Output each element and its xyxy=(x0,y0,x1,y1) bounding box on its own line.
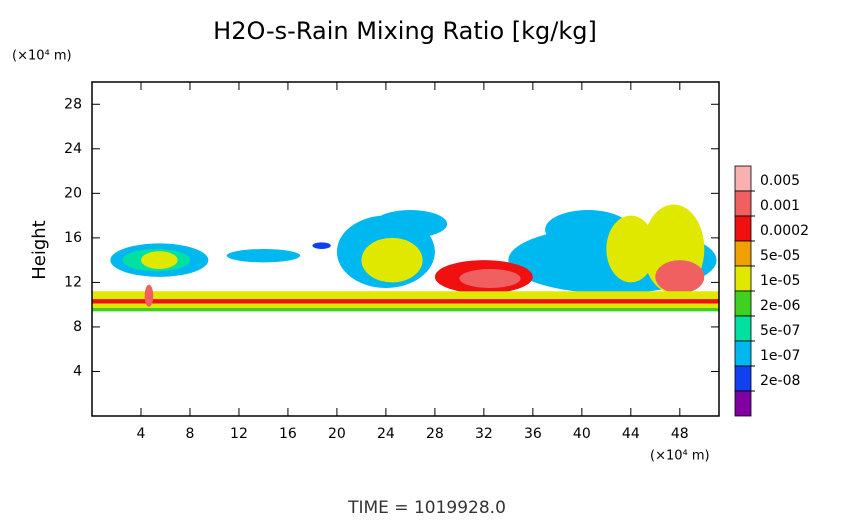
y-tick-label: 12 xyxy=(64,274,82,290)
colorbar-label: 0.0002 xyxy=(760,223,809,239)
field-region xyxy=(312,242,331,249)
y-tick-label: 4 xyxy=(73,363,82,379)
y-tick-label: 28 xyxy=(64,96,82,112)
field-band xyxy=(92,308,719,312)
colorbar-swatch xyxy=(734,265,752,292)
x-tick-label: 12 xyxy=(230,426,248,442)
colorbar-swatch xyxy=(734,315,752,342)
colorbar-swatch xyxy=(734,165,752,192)
colorbar-swatch xyxy=(734,215,752,242)
field-region xyxy=(459,269,521,288)
y-tick-label: 8 xyxy=(73,319,82,335)
x-unit: (×10⁴ m) xyxy=(650,449,710,464)
field-region xyxy=(361,237,423,283)
x-tick-label: 24 xyxy=(377,426,395,442)
field-band xyxy=(92,303,719,309)
x-tick-label: 36 xyxy=(524,426,542,442)
x-tick-label: 8 xyxy=(186,426,195,442)
chart-title: H2O-s-Rain Mixing Ratio [kg/kg] xyxy=(213,17,597,45)
colorbar-swatch xyxy=(734,240,752,267)
x-tick-label: 28 xyxy=(426,426,444,442)
colorbar-swatch xyxy=(734,340,752,367)
y-tick-label: 20 xyxy=(64,185,82,201)
colorbar-label: 1e-05 xyxy=(760,273,800,289)
field-region xyxy=(140,251,178,270)
x-tick-label: 20 xyxy=(328,426,346,442)
field-region xyxy=(226,249,301,263)
field-region xyxy=(144,284,154,307)
colorbar-label: 2e-06 xyxy=(760,298,800,314)
colorbar-label: 5e-07 xyxy=(760,323,800,339)
colorbar-swatch xyxy=(734,290,752,317)
colorbar-label: 2e-08 xyxy=(760,373,800,389)
colorbar-label: 0.005 xyxy=(760,173,800,189)
colorbar-label: 1e-07 xyxy=(760,348,800,364)
x-tick-label: 32 xyxy=(475,426,493,442)
colorbar-label: 5e-05 xyxy=(760,248,800,264)
plot-frame xyxy=(91,81,720,417)
footer: TIME = 1019928.0 xyxy=(347,498,506,518)
field-band xyxy=(92,299,719,304)
field-region xyxy=(655,260,705,294)
y-tick-label: 24 xyxy=(64,141,82,157)
y-axis-label: Height xyxy=(29,220,50,280)
colorbar-swatch xyxy=(734,390,752,417)
x-tick-label: 48 xyxy=(671,426,689,442)
y-unit: (×10⁴ m) xyxy=(12,49,72,64)
y-tick-label: 16 xyxy=(64,230,82,246)
field-region xyxy=(606,215,656,283)
x-tick-label: 40 xyxy=(573,426,591,442)
colorbar-label: 0.001 xyxy=(760,198,800,214)
x-tick-label: 4 xyxy=(137,426,146,442)
field xyxy=(92,204,719,312)
x-tick-label: 16 xyxy=(279,426,297,442)
colorbar-swatch xyxy=(734,365,752,392)
colorbar-swatch xyxy=(734,190,752,217)
x-tick-label: 44 xyxy=(622,426,640,442)
field-band xyxy=(92,291,719,300)
